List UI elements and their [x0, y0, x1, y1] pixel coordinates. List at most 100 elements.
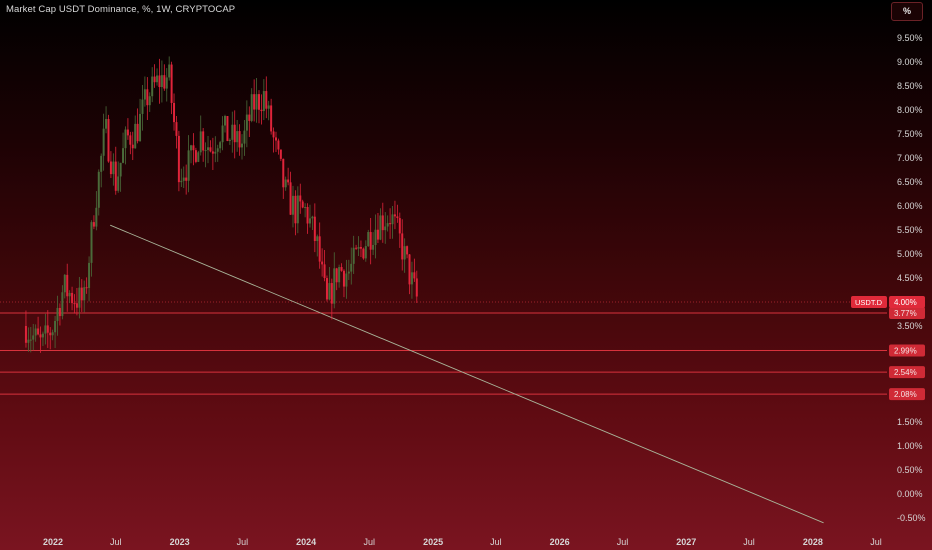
y-axis-tick-label: 6.50% [897, 177, 923, 187]
candle-body [228, 139, 231, 142]
x-axis-tick-label: 2028 [803, 537, 823, 547]
candle-body [124, 129, 127, 149]
candle-body [134, 123, 137, 149]
candle-body [243, 130, 246, 144]
candle-body [381, 215, 384, 231]
y-axis-tick-label: 0.50% [897, 465, 923, 475]
candle-body [24, 326, 27, 343]
candle-body [408, 254, 411, 285]
candle-body [325, 278, 328, 300]
candle-body [289, 182, 292, 215]
candle-body [107, 119, 110, 162]
candle-body [284, 179, 287, 188]
candle-body [253, 94, 256, 110]
candle-body [386, 223, 389, 227]
y-axis-tick-label: 7.50% [897, 129, 923, 139]
candle-body [236, 131, 239, 143]
candle-body [308, 218, 311, 224]
candle-body [214, 151, 217, 154]
candle-body [165, 77, 168, 89]
candle-body [153, 76, 156, 83]
y-axis-tick-label: 8.50% [897, 81, 923, 91]
x-axis-tick-label: 2026 [550, 537, 570, 547]
candle-body [287, 179, 290, 183]
candle-body [66, 274, 69, 297]
level-price-tag [889, 388, 925, 401]
x-axis-tick-label: Jul [617, 537, 629, 547]
y-axis-tick-label: 5.00% [897, 249, 923, 259]
candle-body [270, 105, 273, 132]
candle-body [119, 162, 122, 177]
current-price-tag [889, 296, 925, 308]
candle-body [211, 151, 214, 154]
percent-unit-button[interactable]: % [891, 2, 923, 21]
candle-body [122, 148, 125, 163]
candle-body [342, 270, 345, 287]
candle-body [282, 158, 285, 188]
candle-body [238, 131, 241, 148]
candle-body [379, 215, 382, 240]
candle-body [255, 94, 258, 110]
candle-body [168, 64, 171, 78]
candle-body [39, 334, 42, 338]
candle-body [51, 332, 54, 336]
candle-body [352, 247, 355, 264]
candle-body [338, 267, 341, 283]
candle-body [347, 271, 350, 274]
y-axis-tick-label: 6.00% [897, 201, 923, 211]
x-axis-tick-label: 2025 [423, 537, 443, 547]
candle-body [265, 91, 268, 109]
candle-body [219, 142, 222, 149]
candle-body [114, 161, 117, 191]
candle-body [340, 267, 343, 271]
candle-body [216, 148, 219, 152]
candle-body [187, 150, 190, 181]
candle-body [245, 114, 248, 131]
candle-body [355, 247, 358, 249]
candle-body [63, 274, 66, 293]
current-price-tag-label: 4.00% [894, 298, 917, 307]
candle-body [372, 244, 375, 250]
candle-body [364, 246, 367, 259]
candle-body [248, 114, 251, 121]
level-price-tag [889, 307, 925, 320]
candle-body [204, 150, 207, 152]
candle-body [241, 143, 244, 148]
candle-body [207, 147, 210, 151]
candle-body [272, 131, 275, 138]
candle-body [41, 333, 44, 338]
x-axis-tick-label: Jul [490, 537, 502, 547]
candle-body [323, 264, 326, 279]
level-price-tag [889, 344, 925, 357]
candle-body [224, 116, 227, 126]
x-axis-tick-label: 2023 [170, 537, 190, 547]
candle-body [304, 206, 307, 208]
candle-body [109, 161, 112, 175]
candle-body [197, 152, 200, 162]
candle-body [257, 94, 260, 110]
candle-body [139, 113, 142, 142]
candle-body [209, 147, 212, 152]
candle-body [267, 105, 270, 109]
candle-body [158, 75, 161, 88]
candle-body [250, 94, 253, 121]
candle-body [335, 268, 338, 283]
candle-body [156, 75, 159, 83]
candle-body [192, 145, 195, 151]
series-tag [851, 296, 887, 308]
candle-body [117, 176, 120, 191]
candle-body [160, 75, 163, 88]
level-price-tag-label: 2.54% [894, 368, 917, 377]
candle-body [32, 335, 35, 340]
y-axis-tick-label: 5.50% [897, 225, 923, 235]
y-axis-tick-label: 7.00% [897, 153, 923, 163]
candle-body [350, 263, 353, 272]
candle-body [141, 99, 144, 114]
candle-body [221, 125, 224, 143]
candle-body [374, 229, 377, 245]
candle-body [393, 214, 396, 217]
candle-body [80, 287, 83, 301]
candle-body [146, 89, 149, 106]
candle-body [398, 218, 401, 234]
